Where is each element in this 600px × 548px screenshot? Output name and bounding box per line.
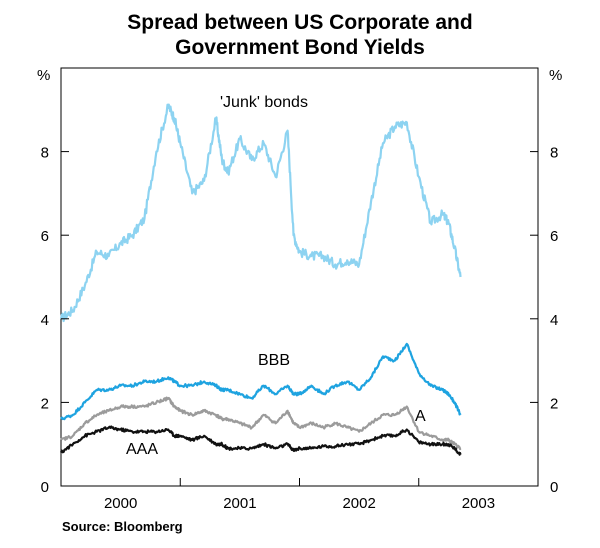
x-tick-label: 2000	[104, 495, 137, 512]
y-tick-label-left: 6	[41, 228, 49, 245]
x-tick-label: 2002	[342, 495, 375, 512]
y-tick-label-left: 4	[41, 312, 49, 329]
series-line-bbb	[60, 342, 462, 421]
x-tick-label: 2003	[462, 495, 495, 512]
chart-title: Spread between US Corporate and Governme…	[0, 10, 600, 60]
series-line-a	[60, 396, 462, 451]
chart-title-line1: Spread between US Corporate and	[127, 11, 473, 34]
source-note: Source: Bloomberg	[62, 519, 183, 534]
y-tick-label-right: 2	[550, 395, 558, 412]
y-tick-label-right: 8	[550, 145, 558, 162]
y-tick-label-right: 0	[550, 479, 558, 496]
plot-area	[60, 67, 539, 487]
y-axis-unit-left: %	[37, 67, 50, 84]
series-label-a: A	[415, 408, 426, 425]
y-tick-label-left: 2	[41, 395, 49, 412]
y-tick-label-left: 8	[41, 145, 49, 162]
series-label-junk: 'Junk' bonds	[220, 94, 308, 111]
x-tick-label: 2001	[223, 495, 256, 512]
series-label-aaa: AAA	[126, 441, 158, 458]
series-line-junk-bonds	[59, 103, 462, 323]
series-line-aaa	[59, 425, 462, 456]
y-axis-unit-right: %	[549, 67, 562, 84]
series-label-bbb: BBB	[258, 352, 290, 369]
y-tick-label-right: 6	[550, 228, 558, 245]
y-tick-label-left: 0	[41, 479, 49, 496]
y-tick-label-right: 4	[550, 312, 558, 329]
chart-title-line2: Government Bond Yields	[175, 36, 425, 59]
